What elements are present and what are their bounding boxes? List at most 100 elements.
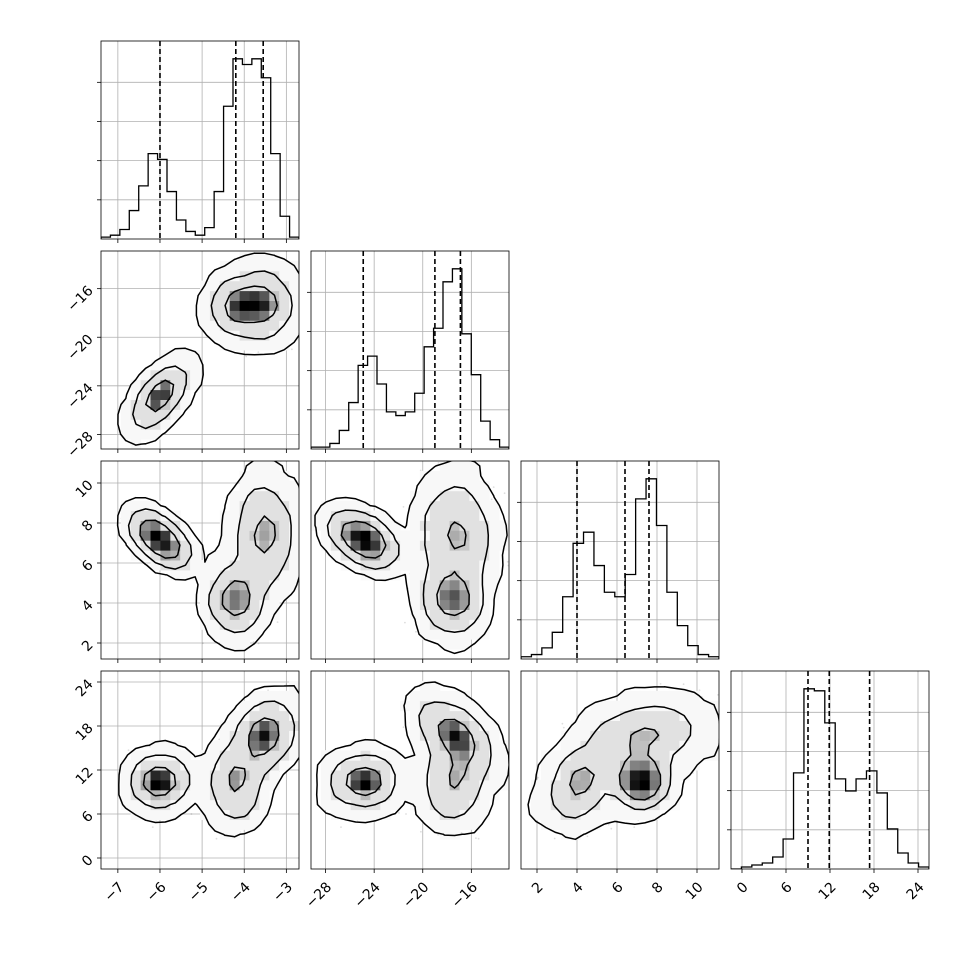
density-cell [209, 270, 221, 282]
density-cell [249, 270, 260, 282]
density-cell [259, 320, 270, 331]
density-cell [269, 310, 280, 321]
density-cell [259, 290, 270, 301]
density-cell [289, 310, 299, 321]
density-cell [170, 389, 181, 400]
density-cell [120, 399, 132, 410]
density-cell [259, 340, 270, 351]
density-cell [209, 310, 221, 321]
density-cell [120, 419, 132, 430]
density-cell [249, 260, 260, 272]
histogram-step-line [311, 268, 509, 449]
panel-frame [310, 250, 510, 450]
density-cell [130, 379, 142, 391]
density-cell [279, 290, 290, 301]
density-cell [239, 320, 250, 331]
density-cell [200, 310, 211, 321]
density-cell [170, 399, 181, 410]
density-cell [229, 300, 241, 311]
density-cell [120, 429, 132, 440]
density-cell [219, 330, 231, 341]
density-cell [259, 260, 270, 272]
density-cell [120, 409, 132, 420]
histogram-step-line [101, 58, 299, 239]
density-cell [180, 359, 191, 371]
density-cell [279, 310, 290, 321]
contour-line [145, 285, 278, 413]
scatter-point [245, 355, 248, 358]
density-cell [130, 399, 142, 410]
density-cell [249, 330, 260, 341]
density-cell [140, 429, 151, 440]
scatter-point [202, 642, 204, 645]
density-cell [219, 280, 231, 292]
density-cell [190, 350, 201, 361]
density-cell [160, 419, 171, 430]
density-cell [130, 409, 142, 420]
density-cell [219, 290, 231, 301]
density-cell [209, 330, 221, 341]
density-cell [249, 310, 260, 321]
panel-frame [100, 40, 300, 240]
density-cell [140, 369, 151, 381]
density-cell [150, 359, 161, 371]
density-cell [269, 260, 280, 272]
density-cell [239, 340, 250, 351]
density-cell [150, 409, 161, 420]
density-cell [180, 389, 191, 400]
density-cell [289, 300, 299, 311]
density-cell [160, 359, 171, 371]
density-cell [249, 251, 260, 262]
density-cell [289, 290, 299, 301]
density-cell [259, 300, 270, 311]
density-cell [219, 310, 231, 321]
density-cell [170, 359, 181, 371]
density-cell [259, 310, 270, 321]
density-cell [140, 389, 151, 400]
density-cell [279, 300, 290, 311]
density-cell [219, 340, 231, 351]
scatter-point [238, 259, 241, 262]
density-cell [279, 330, 290, 341]
density-cell [259, 251, 270, 262]
density-cell [269, 280, 280, 292]
scatter-layer [116, 461, 299, 652]
density-cell [190, 359, 201, 371]
density-cell [269, 320, 280, 331]
density-cell [279, 260, 290, 272]
density-cell [209, 290, 221, 301]
density-cell [150, 399, 161, 410]
density-cell [259, 280, 270, 292]
density-cell [209, 280, 221, 292]
density-cell [239, 330, 250, 341]
density-cell [160, 389, 171, 400]
density-cell [209, 320, 221, 331]
density-cell [190, 369, 201, 381]
density-cell [229, 310, 241, 321]
density-cell [200, 320, 211, 331]
density-cell [170, 409, 181, 420]
density-cell [170, 369, 181, 381]
density-cell [140, 409, 151, 420]
contour-line [132, 270, 293, 430]
density-cell [130, 429, 142, 440]
density-cell [219, 320, 231, 331]
density-cell [249, 300, 260, 311]
density-cell [289, 330, 299, 341]
density-cell [229, 290, 241, 301]
density-cell [239, 310, 250, 321]
density-cell [140, 419, 151, 430]
density-cell [249, 320, 260, 331]
density-cell [269, 340, 280, 351]
density-cell [200, 300, 211, 311]
density-cell [200, 290, 211, 301]
density-cell [160, 369, 171, 381]
density-cell [130, 389, 142, 400]
density-cell [289, 280, 299, 292]
contour-line [117, 252, 299, 446]
density-cell [209, 300, 221, 311]
density-cell [259, 330, 270, 341]
density-cell [239, 260, 250, 272]
